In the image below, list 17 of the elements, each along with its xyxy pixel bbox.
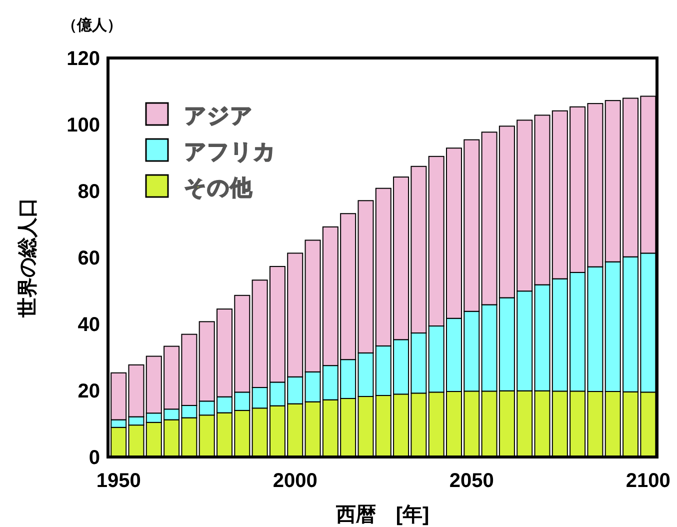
x-tick-label: 2000 (272, 470, 318, 492)
x-tick-label: 2100 (626, 470, 670, 492)
y-tick-label: 0 (88, 447, 100, 469)
legend-label: アジア (184, 103, 253, 128)
legend-label: その他 (184, 175, 253, 200)
y-tick-label: 60 (78, 248, 100, 270)
y-tick-label: 40 (78, 314, 100, 336)
x-tick-label: 1950 (96, 470, 141, 492)
y-axis-title: 世界の総人口 (17, 198, 39, 318)
y-tick-label: 20 (78, 380, 100, 402)
y-tick-label: 80 (78, 181, 100, 203)
x-tick-label: 2050 (449, 470, 494, 492)
text: （億人） (62, 17, 122, 34)
y-tick-label: 120 (66, 48, 100, 70)
x-axis-title: 西暦 [年] (334, 504, 430, 526)
legend-label: アフリカ (184, 139, 276, 164)
y-tick-label: 100 (66, 114, 100, 136)
